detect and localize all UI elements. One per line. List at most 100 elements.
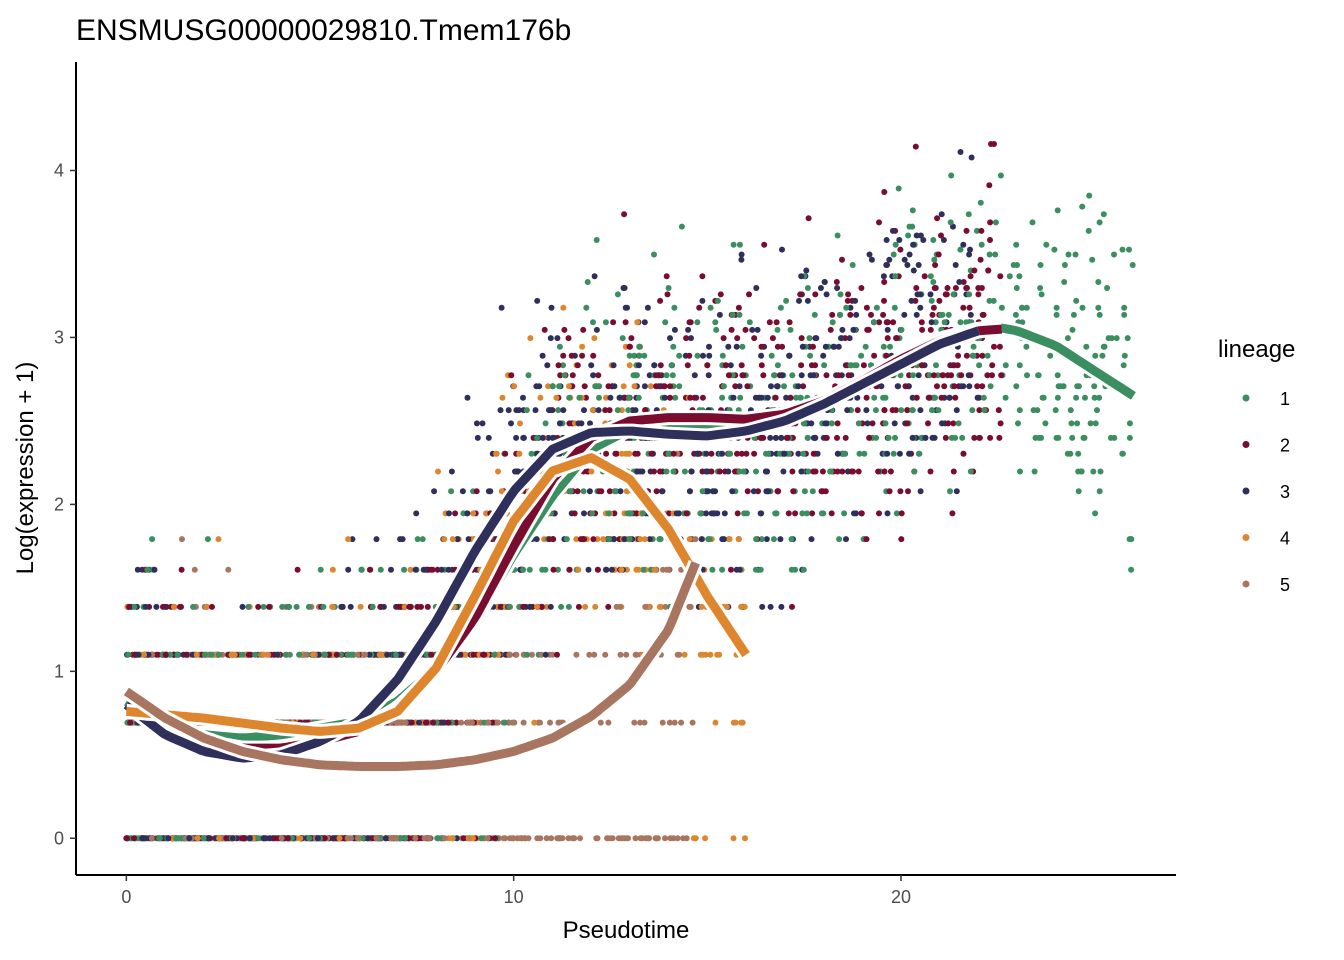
data-point-lineage-2 <box>131 835 137 842</box>
data-point-lineage-2 <box>987 434 994 441</box>
data-point-lineage-2 <box>805 215 812 222</box>
data-point-lineage-2 <box>734 335 741 342</box>
data-point-lineage-3 <box>798 273 805 280</box>
data-point-lineage-4 <box>553 394 560 401</box>
data-point-lineage-2 <box>773 319 780 326</box>
data-point-lineage-1 <box>523 407 530 414</box>
data-point-lineage-1 <box>1067 407 1074 414</box>
data-point-lineage-1 <box>305 603 312 610</box>
data-point-lineage-1 <box>1129 262 1136 268</box>
data-point-lineage-3 <box>560 407 567 414</box>
data-point-lineage-2 <box>913 285 920 291</box>
data-point-lineage-5 <box>402 719 409 726</box>
data-point-lineage-1 <box>144 566 151 573</box>
data-point-lineage-5 <box>179 536 185 543</box>
data-point-lineage-1 <box>1013 241 1020 248</box>
data-point-lineage-3 <box>688 468 695 475</box>
data-point-lineage-1 <box>1015 420 1021 427</box>
data-point-lineage-1 <box>1078 468 1085 475</box>
data-point-lineage-1 <box>1024 372 1030 379</box>
data-point-lineage-1 <box>959 434 966 441</box>
data-point-lineage-2 <box>742 326 749 333</box>
data-point-lineage-2 <box>869 420 876 427</box>
data-point-lineage-3 <box>464 510 471 517</box>
data-point-lineage-1 <box>174 651 181 658</box>
data-point-lineage-3 <box>783 394 790 401</box>
y-tick-label: 4 <box>54 161 64 181</box>
data-point-lineage-5 <box>543 835 550 842</box>
data-point-lineage-1 <box>851 362 858 369</box>
data-point-lineage-2 <box>787 394 794 401</box>
data-point-lineage-3 <box>135 651 142 658</box>
data-point-lineage-1 <box>763 450 769 457</box>
data-point-lineage-1 <box>1055 434 1062 441</box>
data-point-lineage-1 <box>678 223 685 230</box>
data-point-lineage-3 <box>165 835 172 842</box>
data-point-lineage-1 <box>729 311 736 318</box>
data-point-lineage-3 <box>798 468 805 475</box>
data-point-lineage-1 <box>706 536 713 543</box>
data-point-lineage-1 <box>984 352 991 359</box>
data-point-lineage-2 <box>769 335 776 342</box>
data-point-lineage-2 <box>367 566 374 573</box>
data-point-lineage-1 <box>1108 335 1115 342</box>
data-point-lineage-2 <box>182 651 189 658</box>
data-point-lineage-1 <box>1065 251 1072 258</box>
data-point-lineage-1 <box>740 468 747 475</box>
data-point-lineage-1 <box>542 566 549 573</box>
data-point-lineage-3 <box>539 352 546 359</box>
data-point-lineage-3 <box>953 407 960 414</box>
x-tick-label: 20 <box>891 887 911 907</box>
data-point-lineage-2 <box>886 488 893 495</box>
data-point-lineage-3 <box>142 835 149 842</box>
data-point-lineage-2 <box>897 488 904 495</box>
data-point-lineage-3 <box>850 326 857 333</box>
data-point-lineage-2 <box>938 394 945 401</box>
data-point-lineage-1 <box>849 262 856 268</box>
data-point-lineage-2 <box>428 566 434 573</box>
data-point-lineage-3 <box>547 407 554 414</box>
data-point-lineage-3 <box>413 510 420 517</box>
data-point-lineage-2 <box>975 291 982 298</box>
data-point-lineage-2 <box>550 566 557 573</box>
data-point-lineage-2 <box>126 603 133 610</box>
data-point-lineage-3 <box>807 372 814 379</box>
data-point-lineage-2 <box>579 352 586 359</box>
data-point-lineage-4 <box>635 566 642 573</box>
data-point-lineage-3 <box>958 383 965 390</box>
data-point-lineage-5 <box>412 835 419 842</box>
data-point-lineage-4 <box>732 719 739 726</box>
data-point-lineage-2 <box>863 304 870 311</box>
data-point-lineage-1 <box>1023 304 1030 311</box>
data-point-lineage-5 <box>633 651 640 658</box>
data-point-lineage-2 <box>611 510 618 517</box>
data-point-lineage-3 <box>641 319 648 326</box>
data-point-lineage-3 <box>186 835 193 842</box>
data-point-lineage-2 <box>497 603 504 610</box>
data-point-lineage-3 <box>710 510 717 517</box>
data-point-lineage-3 <box>906 251 913 258</box>
data-point-lineage-2 <box>651 468 657 475</box>
data-point-lineage-1 <box>737 394 744 401</box>
data-point-lineage-1 <box>624 510 631 517</box>
data-point-lineage-2 <box>987 219 994 226</box>
curves-layer <box>121 320 1138 774</box>
data-point-lineage-3 <box>967 311 974 318</box>
data-point-lineage-2 <box>989 362 996 369</box>
data-point-lineage-2 <box>926 394 933 401</box>
data-point-lineage-1 <box>882 394 889 401</box>
data-point-lineage-5 <box>426 835 433 842</box>
data-point-lineage-2 <box>502 450 509 457</box>
data-point-lineage-3 <box>699 297 706 304</box>
data-point-lineage-1 <box>1128 566 1135 573</box>
data-point-lineage-1 <box>885 434 892 441</box>
data-point-lineage-2 <box>653 372 659 379</box>
data-point-lineage-2 <box>876 319 883 326</box>
data-point-lineage-1 <box>897 372 904 379</box>
data-point-lineage-1 <box>871 394 878 401</box>
data-point-lineage-2 <box>949 510 956 517</box>
data-point-lineage-3 <box>556 420 563 427</box>
data-point-lineage-2 <box>732 383 739 390</box>
data-point-lineage-5 <box>597 719 604 726</box>
data-point-lineage-3 <box>868 256 875 263</box>
